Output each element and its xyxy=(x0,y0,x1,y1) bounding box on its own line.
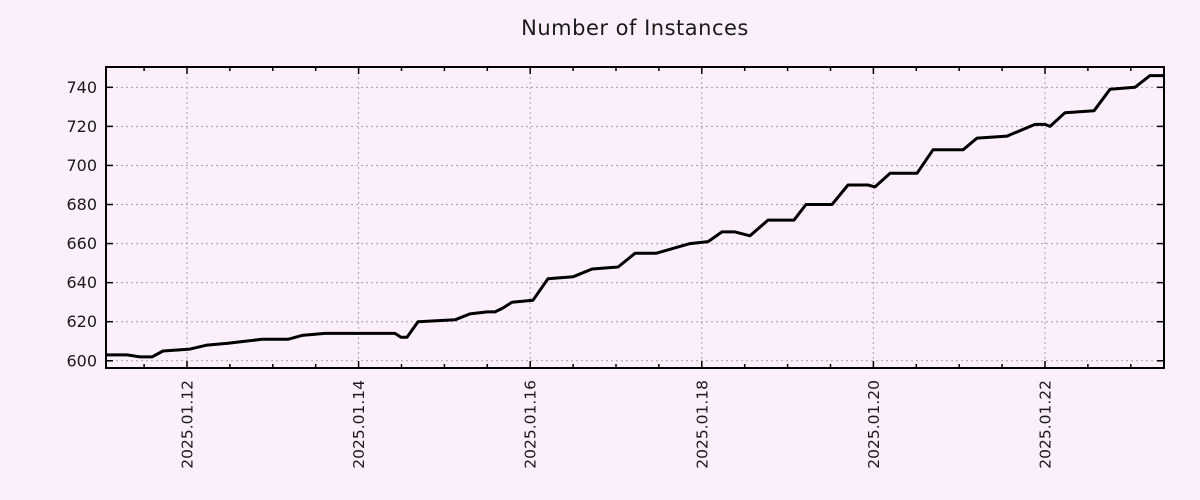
y-tick-label: 720 xyxy=(66,117,97,136)
plot-area xyxy=(106,67,1164,368)
chart-title: Number of Instances xyxy=(521,16,749,40)
x-tick-label: 2025.01.18 xyxy=(693,380,711,469)
plot-border xyxy=(105,66,1165,369)
x-tick-label: 2025.01.22 xyxy=(1036,380,1054,469)
y-tick-label: 700 xyxy=(66,156,97,175)
y-tick-label: 740 xyxy=(66,78,97,97)
y-tick-label: 600 xyxy=(66,351,97,370)
y-tick-label: 660 xyxy=(66,234,97,253)
x-tick-label: 2025.01.12 xyxy=(178,380,196,469)
x-tick-label: 2025.01.14 xyxy=(350,380,368,469)
x-tick-label: 2025.01.16 xyxy=(522,380,540,469)
x-tick-label: 2025.01.20 xyxy=(865,380,883,469)
data-line xyxy=(105,74,1164,359)
y-tick-label: 620 xyxy=(66,312,97,331)
y-tick-label: 680 xyxy=(66,195,97,214)
y-tick-label: 640 xyxy=(66,273,97,292)
